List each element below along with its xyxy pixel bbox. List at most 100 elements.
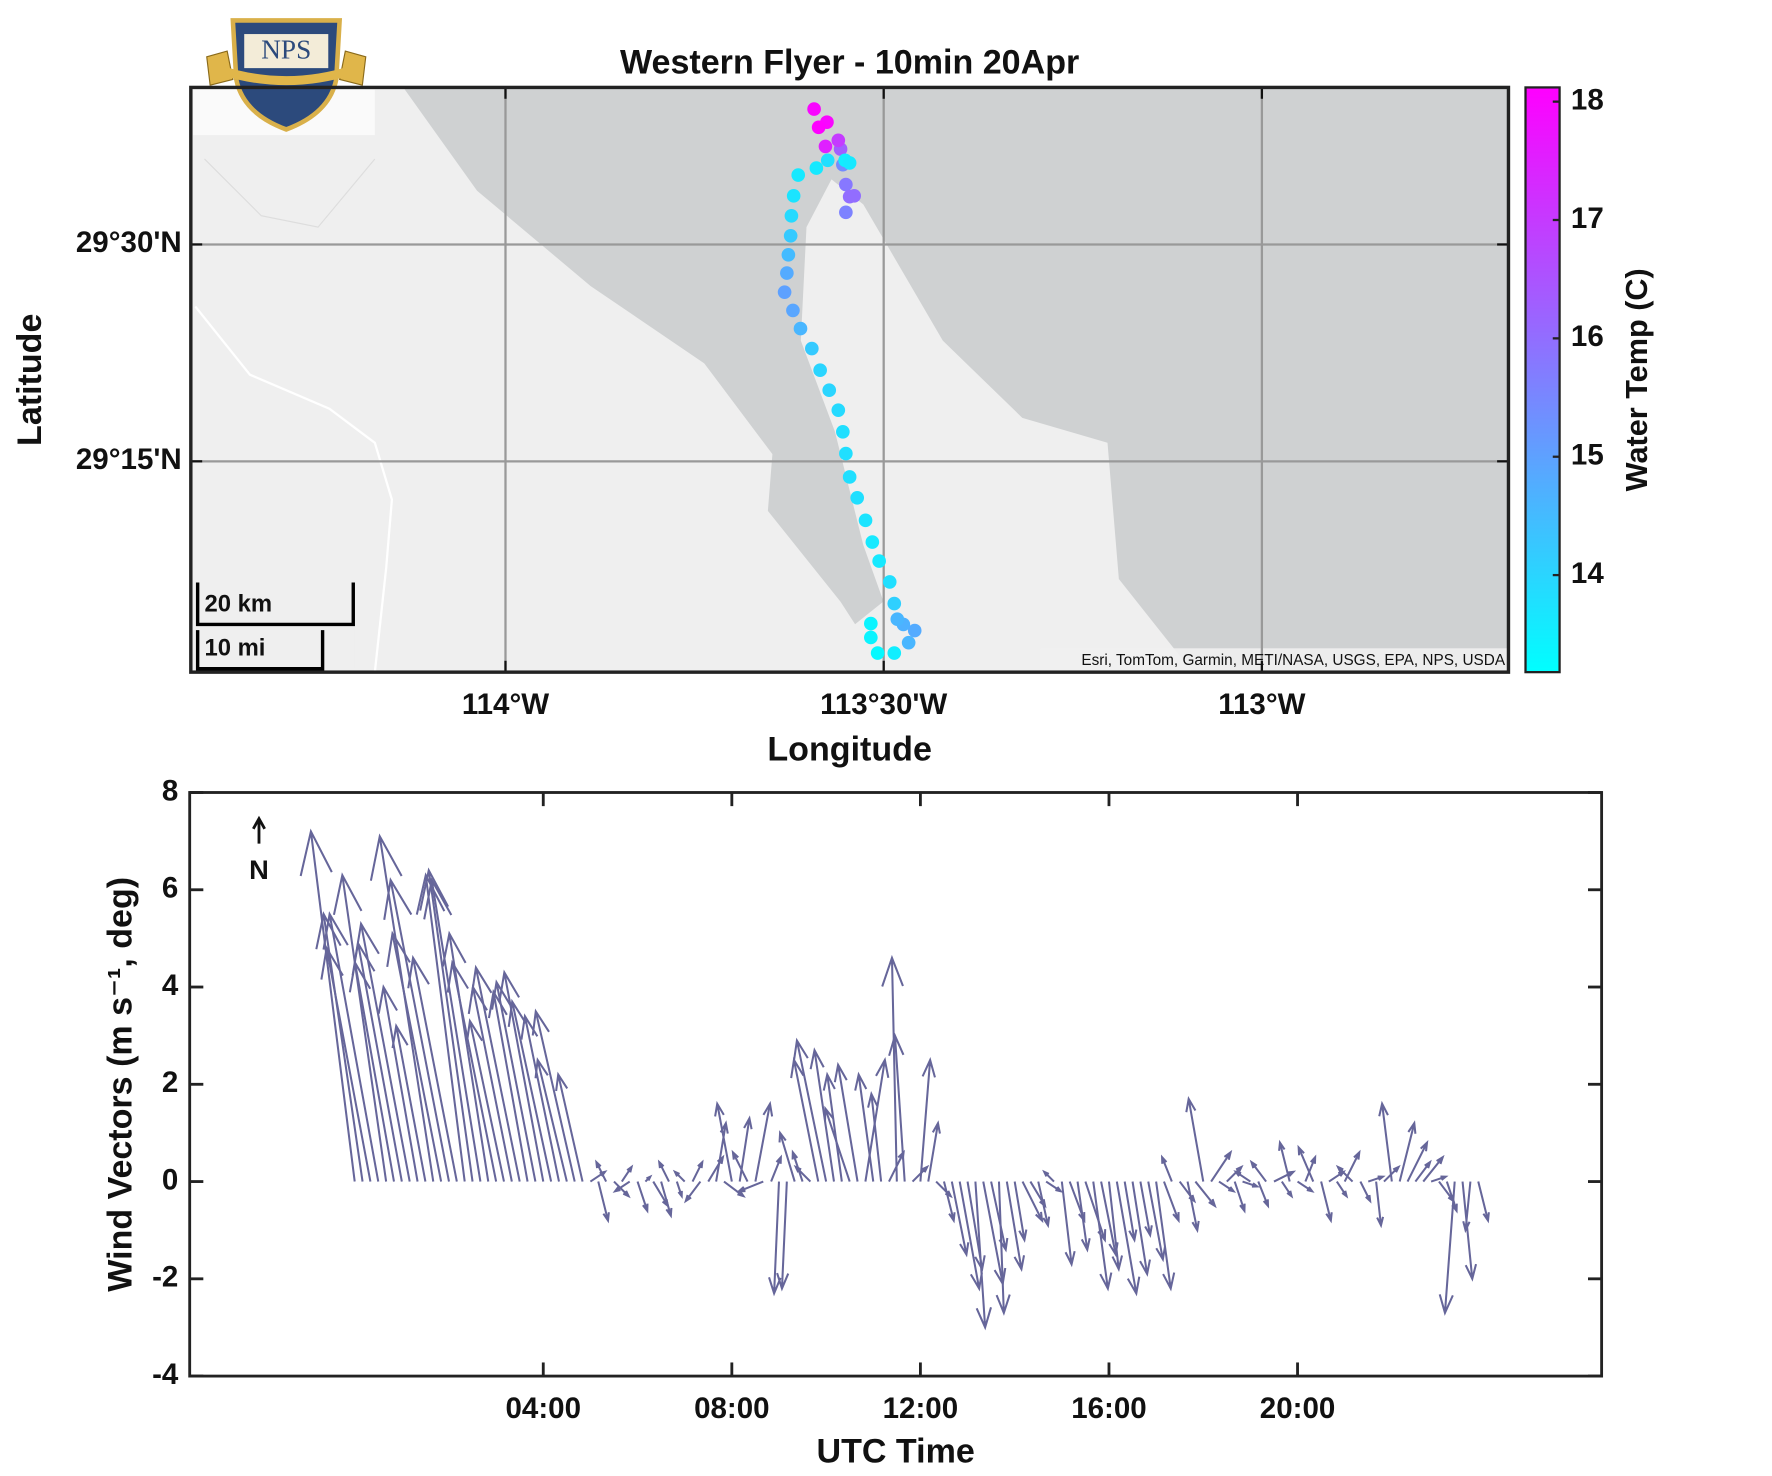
wind-vector [888, 1032, 906, 1182]
wind-vector [1273, 1170, 1297, 1183]
x-tick-label: 12:00 [883, 1392, 959, 1425]
wind-vector [377, 984, 419, 1182]
wind-vector [612, 1180, 631, 1193]
track-point [864, 616, 878, 631]
wind-vector [1422, 1154, 1445, 1183]
plot-layer: Western Flyer - 10min 20Apr 114°W 113°30'W… [11, 44, 1654, 1471]
wind-vector [491, 979, 537, 1182]
wind-vector [1194, 1180, 1217, 1209]
wind-vector [441, 930, 490, 1182]
wind-vector [1462, 1181, 1472, 1234]
wind-vector [793, 1164, 812, 1183]
y-tick-label: -2 [152, 1261, 178, 1294]
logo-text: NPS [261, 34, 311, 64]
x-tick-label: 16:00 [1071, 1392, 1147, 1425]
wind-vector [723, 1180, 746, 1198]
wind-vector [555, 1071, 584, 1182]
wind-vector [778, 1130, 796, 1182]
wind-vector [391, 1023, 427, 1182]
wind-vector [736, 1180, 764, 1193]
track-point [882, 575, 897, 589]
wind-vector [1406, 1139, 1429, 1183]
wind-vector [507, 998, 553, 1182]
y-tick-label: 8 [162, 774, 178, 807]
wind-vector [776, 1181, 790, 1292]
track-point [777, 285, 792, 299]
wind-vector [864, 1057, 890, 1182]
track-point [831, 133, 846, 148]
wind-vector [927, 1120, 941, 1182]
wind-vector [1107, 1181, 1124, 1273]
wind-vector [1005, 1181, 1026, 1273]
wind-vector [595, 1159, 608, 1183]
wind-vector [822, 1071, 843, 1182]
wind-vector [1092, 1181, 1113, 1292]
track-point [887, 646, 902, 660]
wind-vector [487, 988, 529, 1182]
wind-vector [731, 1149, 749, 1183]
x-tick-label: 114°W [462, 688, 549, 721]
y-axis-label: Latitude [11, 314, 49, 446]
wind-vector [419, 867, 474, 1182]
track-point [807, 102, 821, 116]
track-point [887, 596, 902, 611]
wind-vector [1233, 1170, 1251, 1183]
wind-vector [1123, 1181, 1138, 1243]
wind-vector [1147, 1181, 1166, 1263]
y-tick-label: 29°15'N [76, 443, 182, 476]
track-point [907, 623, 922, 638]
track-point [872, 554, 886, 568]
wind-vector [407, 954, 458, 1182]
track-point [784, 209, 799, 223]
wind-vector [322, 911, 380, 1182]
wind-vector [1320, 1181, 1333, 1224]
colorbar-tick-label: 15 [1571, 439, 1604, 472]
x-tick-label: 20:00 [1260, 1392, 1336, 1425]
track-point [818, 139, 833, 154]
wind-vector [1477, 1181, 1490, 1224]
wind-vector [1131, 1181, 1151, 1277]
wind-vector [415, 872, 466, 1182]
track-point [839, 446, 853, 461]
track-point [791, 168, 806, 182]
wind-vector [531, 1008, 576, 1182]
wind-vector [1076, 1181, 1091, 1253]
colorbar-label: Water Temp (C) [1620, 268, 1654, 491]
wind-vector [867, 1091, 883, 1182]
scale-bar-label: 20 km [204, 590, 272, 617]
colorbar [1524, 86, 1561, 674]
track-point [836, 425, 850, 439]
wind-vector [974, 1181, 992, 1331]
track-point [890, 612, 905, 627]
wind-vector [1045, 1180, 1064, 1193]
track-point [839, 205, 853, 220]
wind-vector [657, 1159, 670, 1183]
wind-vector [768, 1181, 782, 1297]
scale-bar-label: 10 mi [204, 635, 265, 662]
wind-vector [1414, 1159, 1432, 1183]
wind-vector [738, 1115, 753, 1182]
wind-vector [1218, 1180, 1237, 1193]
wind-vector [942, 1181, 956, 1224]
logo-banner [220, 66, 353, 86]
wind-vector [620, 1164, 634, 1183]
wind-vector [1359, 1181, 1372, 1204]
wind-vector [1139, 1181, 1153, 1238]
wind-vector [675, 1181, 683, 1199]
wind-vector [383, 877, 450, 1182]
wind-vector [1304, 1154, 1317, 1182]
wind-vector [652, 1181, 670, 1209]
wind-vector [881, 954, 904, 1182]
scale-bar [195, 582, 355, 671]
track-point [805, 341, 819, 356]
wind-vector [1186, 1181, 1200, 1234]
wind-vector [1461, 1181, 1478, 1282]
track-point [850, 490, 865, 505]
scale-bar-mi [195, 630, 325, 671]
wind-vector [1430, 1175, 1449, 1183]
colorbar-tick-label: 17 [1571, 202, 1604, 235]
wind-vector [1375, 1181, 1385, 1229]
north-arrow [252, 815, 266, 844]
attribution-bg [1040, 648, 1509, 672]
track-point [842, 470, 857, 484]
